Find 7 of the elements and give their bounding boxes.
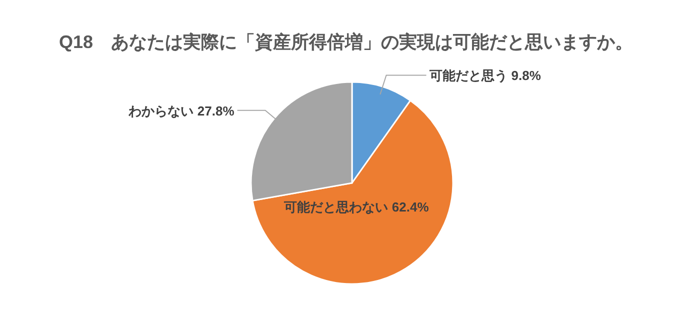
- data-label: 9.8%: [511, 68, 542, 84]
- slice-label: わからない: [127, 103, 194, 118]
- slice-label: 可能だと思わない: [282, 199, 388, 214]
- data-label: 27.8%: [197, 103, 235, 118]
- data-label: 62.4%: [392, 199, 430, 214]
- chart-title: Q18 あなたは実際に「資産所得倍増」の実現は可能だと思いますか。: [58, 31, 634, 52]
- slice-label: 可能だと思う: [428, 68, 508, 84]
